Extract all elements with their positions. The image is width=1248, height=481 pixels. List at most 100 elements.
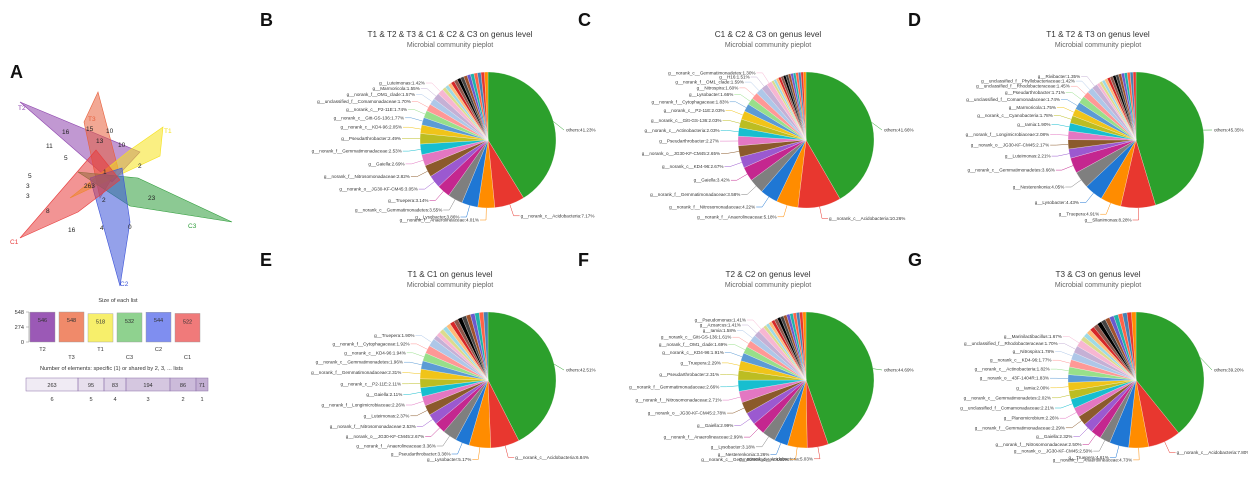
pie-subtitle: Microbial community pieplot: [725, 42, 811, 49]
pie-leader-line: [734, 94, 751, 102]
size-bar-t2: [29, 311, 56, 343]
venn-set-label-t2: T2: [18, 105, 26, 112]
pie-label: g__norank_o__JG30-KF-CM45:2.50%: [1014, 449, 1092, 454]
pie-leader-line: [777, 205, 788, 218]
pie-leader-line: [405, 117, 423, 122]
pie-leader-line: [725, 110, 743, 116]
pie-label: g__norank_c__Acidobacteria:7.17%: [521, 213, 595, 218]
size-bar-c1: [174, 313, 201, 343]
pie-label: g__Truepera:4.61%: [1068, 455, 1108, 460]
pie-title: T1 & T2 & T3 & C1 & C2 & C3 on genus lev…: [368, 30, 533, 39]
venn-count: 0: [128, 224, 132, 231]
pie-label: g__norank_c__Gemmatimonadetes:3.66%: [968, 168, 1055, 173]
pie-label: g__norank_c__P2-11E:2.03%: [664, 108, 725, 113]
pie-label: g__norank_c__Gemmatimonadetes:1.30%: [668, 70, 755, 75]
pie-leader-line: [403, 391, 422, 395]
pie-leader-line: [1109, 445, 1120, 458]
pie-leader-line: [1081, 76, 1095, 87]
pie-label: g__Gaiella:2.32%: [1036, 434, 1072, 439]
pie-leader-line: [480, 207, 487, 221]
pie-label: g__norank_c__Gemmatimonadetes:3.55%: [355, 208, 442, 213]
venn-set-label-t3: T3: [88, 116, 96, 123]
size-chart-title: Size of each list: [98, 298, 138, 304]
pie-leader-line: [741, 324, 757, 334]
venn-count: 4: [100, 225, 104, 232]
pie-minor-slice: [802, 311, 807, 381]
pie-label: g__unclassified_f__Comamonadaceae:2.21%: [960, 406, 1054, 411]
pie-leader-line: [1065, 420, 1082, 429]
pie-label: g__norank_c__Acidobacteria:7.80%: [1177, 450, 1248, 455]
venn-count: 2: [138, 163, 142, 170]
pie-label: g__norank_f__Gemmatimonadaceae:2.29%: [975, 425, 1065, 430]
pie-label: g__norank_c__Gemmatimonadetes:4.69%: [701, 457, 788, 462]
size-axis-tick: 548: [15, 310, 24, 316]
pie-label: g__Lysobacter:5.17%: [427, 457, 471, 462]
pie-panel-g: G T3 & C3 on genus level Microbial communi…: [908, 250, 1248, 462]
pie-label: g__norank_c__Cyanobacteria:1.78%: [977, 113, 1053, 118]
pie-leader-line: [750, 76, 765, 87]
pie-label: g__Pseudomonas:1.41%: [695, 318, 746, 323]
size-bar-value: 548: [67, 318, 76, 324]
pie-panel-e: E T1 & C1 on genus level Microbial communi…: [260, 250, 596, 462]
pie-leader-line: [1055, 165, 1074, 171]
pie-leader-line: [504, 445, 515, 458]
pie-leader-line: [734, 418, 751, 426]
pie-leader-line: [1164, 441, 1176, 453]
pie-slice: [1135, 311, 1205, 434]
venn-count: 5: [28, 173, 32, 180]
pie-label: g__norank_c__KD4-96:2.05%: [340, 125, 402, 130]
pie-leader-line: [410, 410, 428, 417]
venn-count: 15: [86, 126, 94, 133]
pie-leader-line: [756, 72, 770, 84]
size-bar-label: C2: [155, 347, 162, 353]
pie-leader-line: [1073, 427, 1089, 437]
pie-leader-line: [410, 343, 428, 350]
pie-title: C1 & C2 & C3 on genus level: [715, 30, 822, 39]
pie-leader-line: [406, 352, 425, 358]
venn-count: 5: [64, 155, 68, 162]
pie-label: g__norank_f__Anaerolineaceae:2.99%: [664, 435, 743, 440]
pie-leader-line: [1050, 386, 1069, 389]
pie-label: g__Lysobacter:3.18%: [711, 444, 755, 449]
list-size-chart: Size of each list 548 274 0 546 T2 548 T3 518 T1 5…: [15, 298, 201, 361]
pie-leader-line: [727, 407, 745, 414]
venn-count: 8: [46, 208, 50, 215]
shared-cell-value: 95: [88, 383, 94, 389]
pie-leader-line: [747, 319, 762, 330]
pie-leader-line: [402, 372, 421, 375]
pie-label: g__norank_c__KD4-96:1.77%: [990, 358, 1052, 363]
pie-leader-line: [436, 435, 450, 447]
pie-label: g__unclassified_f__Comamonadaceae:1.74%: [966, 97, 1060, 102]
pie-label: g__norank_c__P2-11E:2.11%: [340, 381, 401, 386]
pie-subtitle: Microbial community pieplot: [1055, 282, 1141, 289]
pie-leader-line: [721, 362, 740, 366]
pie-label: g__norank_o__JG30-KF-CM45:2.17%: [971, 143, 1049, 148]
pie-leader-line: [553, 363, 565, 371]
pie-label: g__Azoarcus:1.41%: [700, 323, 741, 328]
pie-leader-line: [408, 109, 426, 115]
pie-label: g__norank_c__Gitt-GS-136:1.77%: [334, 115, 404, 120]
venn-count: 10: [106, 128, 114, 135]
pie-label: g__norank_c__KD4-96:2.67%: [662, 164, 724, 169]
shared-cell-value: 71: [199, 383, 205, 389]
pie-panel-b: B T1 & T2 & T3 & C1 & C2 & C3 on genus le…: [260, 10, 596, 223]
panel-letter-g: G: [908, 250, 922, 270]
venn-set-label-c1: C1: [10, 239, 19, 246]
pie-leader-line: [728, 344, 746, 351]
pie-leader-line: [730, 173, 748, 181]
pie-leader-line: [405, 160, 424, 165]
pie-label: g__Pseudarthrobacter:2.49%: [341, 136, 401, 141]
pie-label: g__Nitrospira:1.60%: [697, 85, 739, 90]
pie-title: T2 & C2 on genus level: [725, 270, 810, 279]
pie-label: g__norank_f__Cytophagaceae:1.92%: [332, 341, 409, 346]
pie-label: others:41.23%: [566, 128, 596, 133]
pie-leader-line: [415, 335, 432, 343]
pie-leader-line: [1065, 179, 1082, 188]
shared-cell-count: 4: [113, 397, 116, 403]
venn-count: 10: [118, 142, 126, 149]
pie-label: g__norank_f__Nitrosomonadaceae:2.53%: [330, 424, 416, 429]
pie-leader-line: [460, 205, 470, 218]
pie-leader-line: [729, 101, 747, 108]
